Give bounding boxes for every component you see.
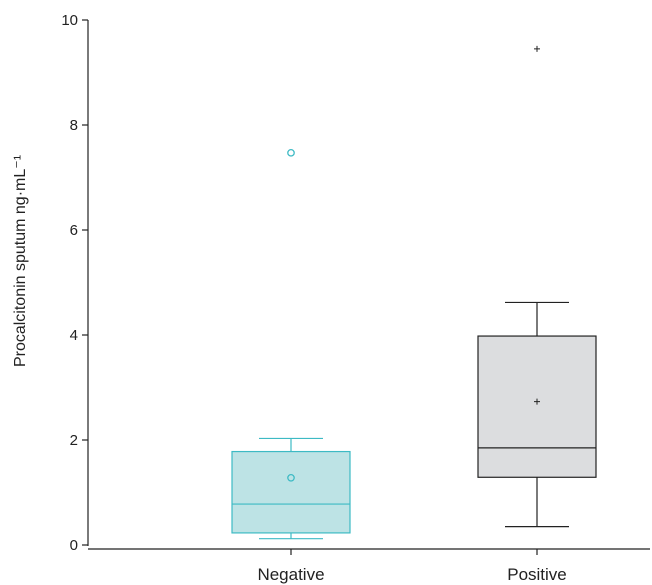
- x-axis-ticks: Negative Positive: [257, 549, 567, 584]
- y-tick-label: 8: [70, 117, 78, 134]
- y-axis-title: Procalcitonin sputum ng·mL⁻¹: [12, 155, 29, 367]
- y-tick-label: 2: [70, 432, 78, 449]
- y-tick-label: 4: [70, 327, 78, 344]
- mean-marker: [534, 398, 540, 405]
- box-series: [231, 45, 597, 540]
- outlier-point: [287, 148, 295, 157]
- x-tick-label-positive: Positive: [507, 565, 567, 584]
- y-axis-ticks: 0 2 4 6 8 10: [61, 12, 88, 554]
- iqr-box: [231, 450, 351, 534]
- outlier-point: [534, 45, 540, 52]
- y-tick-label: 6: [70, 222, 78, 239]
- y-tick-label: 0: [70, 537, 78, 554]
- x-tick-label-negative: Negative: [257, 565, 324, 584]
- y-tick-label: 10: [61, 12, 78, 29]
- mean-marker: [287, 473, 295, 482]
- iqr-box: [477, 335, 597, 478]
- box-group-positive: [477, 45, 597, 528]
- box-group-negative: [231, 148, 351, 540]
